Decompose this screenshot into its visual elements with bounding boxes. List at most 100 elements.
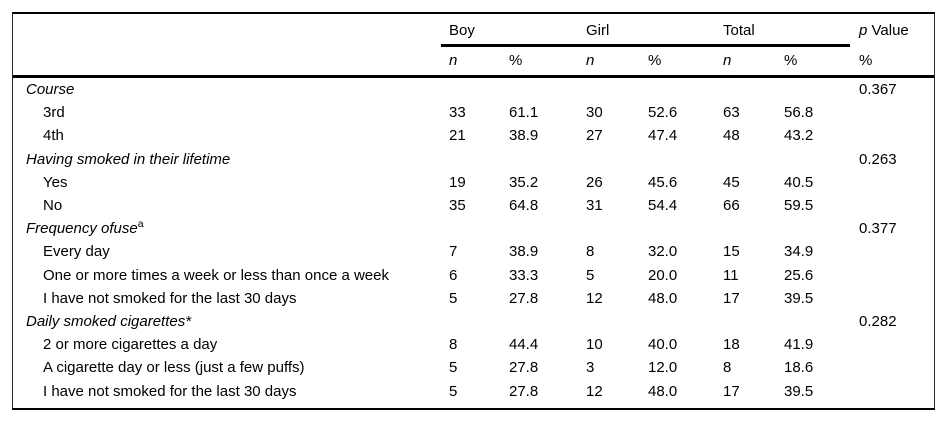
table-row: 4th 21 38.9 27 47.4 48 43.2 <box>13 124 934 147</box>
cell-total-pct: 43.2 <box>784 127 814 145</box>
cell-boy-pct: 38.9 <box>509 243 539 261</box>
row-label-text: No <box>43 197 63 215</box>
cell-girl-n: 31 <box>586 197 603 215</box>
row-label-text: I have not smoked for the last 30 days <box>43 289 297 307</box>
cell-p-value: 0.282 <box>859 312 897 330</box>
cell-boy-pct: 27.8 <box>509 289 539 307</box>
table-body: Course 0.367 3rd 33 61.1 30 52.6 63 56.8… <box>13 78 934 408</box>
cell-boy-pct: 44.4 <box>509 336 539 354</box>
cell-boy-n: 7 <box>449 243 458 261</box>
cell-boy-pct: 27.8 <box>509 382 539 400</box>
subheader-p-pct: % <box>859 52 873 69</box>
row-label-text: One or more times a week or less than on… <box>43 266 389 284</box>
subheader-boy-pct: % <box>509 52 523 69</box>
cell-girl-pct: 54.4 <box>648 197 678 215</box>
cell-total-pct: 41.9 <box>784 336 814 354</box>
cell-boy-n: 5 <box>449 289 458 307</box>
group-header-girl: Girl <box>586 21 610 39</box>
cell-boy-n: 35 <box>449 197 466 215</box>
cell-total-n: 11 <box>723 266 739 284</box>
table-row: Course 0.367 <box>13 78 934 101</box>
cell-boy-pct: 38.9 <box>509 127 539 145</box>
row-label: Every day <box>13 243 447 260</box>
cell-boy-n: 5 <box>449 359 458 377</box>
row-label: 4th <box>13 127 447 144</box>
cell-girl-n: 12 <box>586 382 603 400</box>
cell-girl-n: 10 <box>586 336 603 354</box>
cell-total-n: 17 <box>723 289 740 307</box>
cell-boy-n: 8 <box>449 336 458 354</box>
cell-girl-n: 27 <box>586 127 603 145</box>
cell-girl-n: 8 <box>586 243 595 261</box>
row-label: Yes <box>13 174 447 191</box>
cell-girl-n: 5 <box>586 266 595 284</box>
cell-p-value: 0.263 <box>859 150 897 168</box>
cell-girl-pct: 32.0 <box>648 243 678 261</box>
row-label: No <box>13 197 447 214</box>
subheader-total-pct: % <box>784 52 798 69</box>
smoking-statistics-table: Boy Girl Total p Value n % n % n % % Cou… <box>12 12 935 410</box>
cell-total-pct: 59.5 <box>784 197 814 215</box>
cell-p-value: 0.377 <box>859 220 897 238</box>
cell-girl-pct: 47.4 <box>648 127 678 145</box>
table-row: A cigarette day or less (just a few puff… <box>13 356 934 379</box>
table-row: 2 or more cigarettes a day 8 44.4 10 40.… <box>13 333 934 356</box>
table-row: Having smoked in their lifetime 0.263 <box>13 148 934 171</box>
p-value-italic-p: p <box>859 21 868 39</box>
row-label: Course <box>13 81 447 98</box>
cell-total-pct: 39.5 <box>784 289 814 307</box>
cell-girl-pct: 45.6 <box>648 173 678 191</box>
subheader-total-n: n <box>723 52 732 69</box>
row-label: Having smoked in their lifetime <box>13 151 447 168</box>
group-header-p-value: p Value <box>857 22 934 39</box>
cell-girl-n: 12 <box>586 289 603 307</box>
cell-boy-pct: 33.3 <box>509 266 539 284</box>
table-row: No 35 64.8 31 54.4 66 59.5 <box>13 194 934 217</box>
cell-total-pct: 39.5 <box>784 382 814 400</box>
group-header-row: Boy Girl Total p Value <box>13 14 934 46</box>
group-header-underline <box>441 44 850 47</box>
cell-total-pct: 34.9 <box>784 243 814 261</box>
cell-boy-pct: 35.2 <box>509 173 539 191</box>
row-label-text: A cigarette day or less (just a few puff… <box>43 359 305 377</box>
table-row: 3rd 33 61.1 30 52.6 63 56.8 <box>13 101 934 124</box>
table-header: Boy Girl Total p Value n % n % n % % <box>13 14 934 78</box>
row-label: I have not smoked for the last 30 days <box>13 290 447 307</box>
row-label: 2 or more cigarettes a day <box>13 336 447 353</box>
row-label: Frequency ofusea <box>13 220 447 237</box>
subheader-row: n % n % n % % <box>13 46 934 75</box>
cell-total-pct: 40.5 <box>784 173 814 191</box>
cell-boy-n: 33 <box>449 104 466 122</box>
row-label-text: Having smoked in their lifetime <box>26 150 231 168</box>
subheader-girl-pct: % <box>648 52 662 69</box>
row-label: I have not smoked for the last 30 days <box>13 383 447 400</box>
cell-boy-n: 5 <box>449 382 458 400</box>
table-row: Every day 7 38.9 8 32.0 15 34.9 <box>13 240 934 263</box>
cell-girl-n: 26 <box>586 173 603 191</box>
cell-girl-n: 30 <box>586 104 603 122</box>
cell-p-value: 0.367 <box>859 81 897 99</box>
cell-total-n: 18 <box>723 336 740 354</box>
cell-total-n: 66 <box>723 197 740 215</box>
cell-total-n: 45 <box>723 173 740 191</box>
cell-girl-pct: 48.0 <box>648 289 678 307</box>
row-label-superscript: a <box>137 220 144 231</box>
row-label-text: Course <box>26 81 75 99</box>
row-label-text: I have not smoked for the last 30 days <box>43 382 297 400</box>
cell-boy-n: 19 <box>449 173 466 191</box>
row-label: Daily smoked cigarettes* <box>13 313 447 330</box>
row-label-text: Frequency ofuse <box>26 220 138 238</box>
cell-total-n: 15 <box>723 243 740 261</box>
row-label-text: Daily smoked cigarettes* <box>26 312 192 330</box>
cell-boy-n: 21 <box>449 127 466 145</box>
row-label-text: 4th <box>43 127 64 145</box>
cell-total-n: 48 <box>723 127 740 145</box>
row-label-text: Every day <box>43 243 110 261</box>
table-row: Frequency ofusea 0.377 <box>13 217 934 240</box>
cell-girl-pct: 12.0 <box>648 359 678 377</box>
table-row: I have not smoked for the last 30 days 5… <box>13 287 934 310</box>
cell-girl-pct: 20.0 <box>648 266 678 284</box>
table-row: Daily smoked cigarettes* 0.282 <box>13 310 934 333</box>
table-row: Yes 19 35.2 26 45.6 45 40.5 <box>13 171 934 194</box>
